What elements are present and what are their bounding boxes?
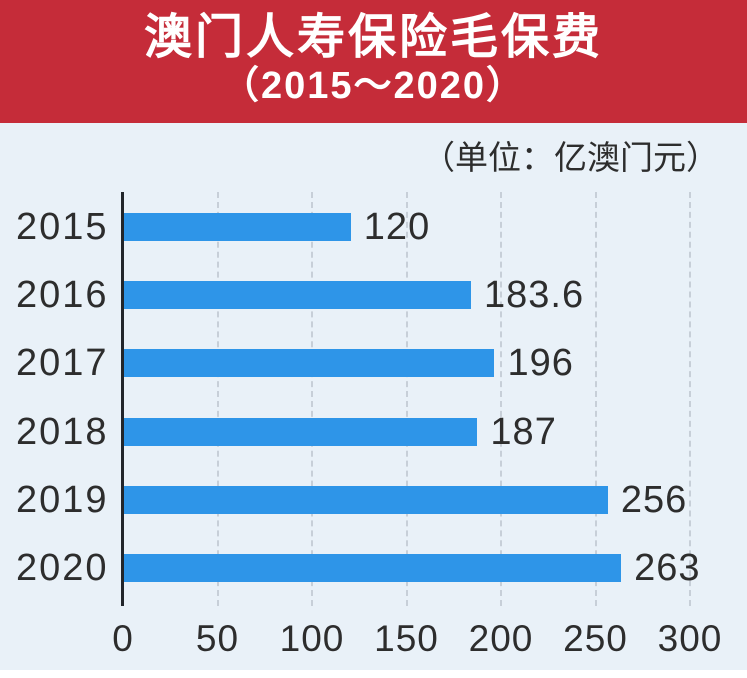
bar-chart-plot: 2015 120 2016 183.6 2017 196 2018 187 2019 256 202…: [0, 123, 747, 670]
gridline-250: [594, 192, 597, 606]
gridline-100: [311, 192, 313, 606]
gridline-200: [500, 192, 502, 606]
bar-2020: [124, 554, 622, 582]
category-label-2017: 2017: [16, 342, 109, 385]
x-tick-label-0: 0: [112, 618, 134, 659]
category-label-2019: 2019: [16, 478, 109, 521]
bar-2016: [124, 281, 471, 310]
category-label-2016: 2016: [16, 274, 109, 317]
x-tick-label-300: 300: [657, 618, 723, 659]
gridline-300: [689, 192, 691, 606]
x-tick-label-200: 200: [468, 618, 534, 659]
value-label-2019: 256: [620, 478, 688, 521]
unit-label: （单位：亿澳门元）: [422, 139, 719, 176]
value-label-2016: 183.6: [484, 274, 585, 317]
value-label-2018: 187: [490, 410, 557, 453]
x-tick-label-100: 100: [279, 618, 345, 659]
value-label-2017: 196: [507, 342, 574, 385]
category-label-2015: 2015: [16, 206, 109, 248]
bar-2018: [124, 417, 478, 446]
category-label-2018: 2018: [16, 410, 109, 453]
value-label-2020: 263: [634, 547, 701, 589]
chart-panel: （单位：亿澳门元） 2015 120 2016 183.6 2017 196 2018 187…: [0, 123, 747, 670]
gridline-150: [405, 192, 408, 606]
chart-title: 澳门人寿保险毛保费: [143, 11, 603, 64]
value-label-2015: 120: [363, 206, 431, 248]
category-label-2020: 2020: [16, 547, 109, 589]
x-tick-label-150: 150: [374, 618, 439, 659]
title-banner: 澳门人寿保险毛保费 （2015～2020）: [0, 0, 747, 123]
chart-subtitle: （2015～2020）: [220, 65, 527, 107]
gridline-50: [216, 192, 219, 606]
x-tick-label-250: 250: [563, 618, 628, 659]
x-tick-label-50: 50: [195, 618, 240, 659]
bar-2017: [124, 349, 495, 378]
bar-2019: [124, 485, 608, 514]
bar-2015: [124, 213, 351, 241]
y-axis-line: [121, 192, 124, 606]
